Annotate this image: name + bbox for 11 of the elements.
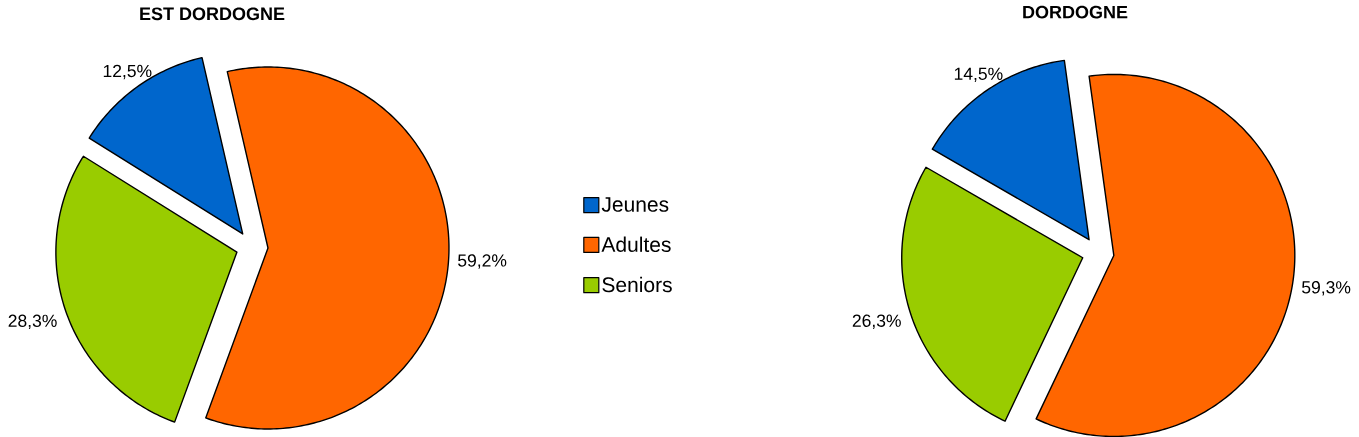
chart-title: DORDOGNE <box>1023 5 1128 19</box>
legend-label: Seniors <box>602 276 672 293</box>
data-label: 28,3% <box>8 314 57 330</box>
legend-label: Adultes <box>601 236 671 253</box>
chart-title: EST DORDOGNE <box>140 7 285 21</box>
data-label: 26,3% <box>852 314 901 329</box>
data-label: 59,2% <box>458 254 507 269</box>
legend-label: Jeunes <box>601 197 669 212</box>
data-label: 14,5% <box>954 67 1003 83</box>
data-label: 59,3% <box>1302 281 1351 296</box>
data-label: 12,5% <box>103 64 152 80</box>
